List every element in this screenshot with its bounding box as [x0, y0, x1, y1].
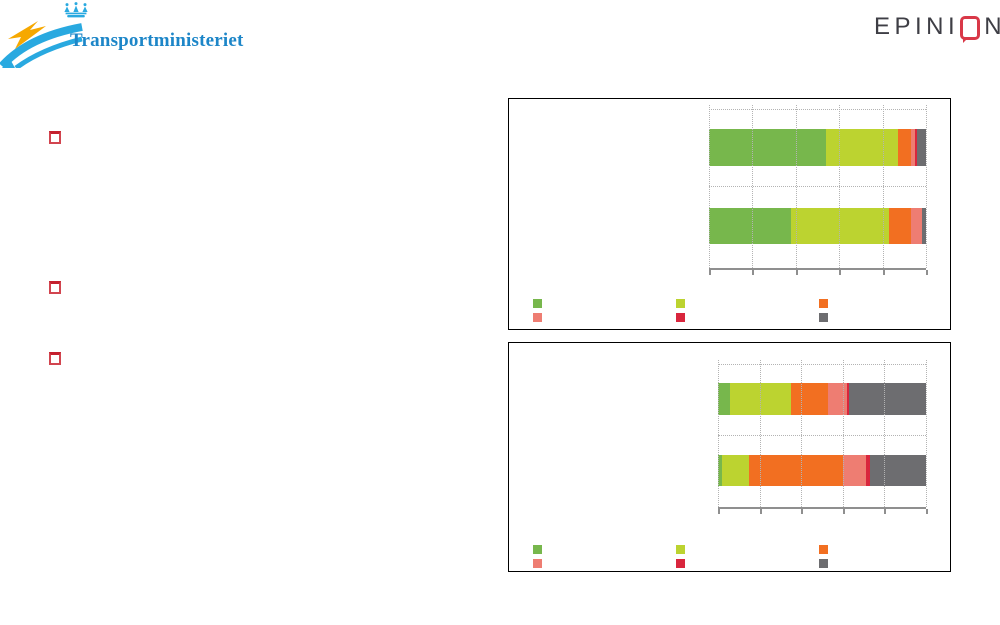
road-swoosh-icon: [0, 21, 83, 68]
bar-segment-green: [709, 208, 792, 244]
bar-segment-red: [846, 383, 850, 415]
gridline-horizontal: [709, 186, 926, 187]
gridline-horizontal: [709, 109, 926, 110]
stacked-bar: [718, 455, 926, 486]
axis-tick: [926, 509, 928, 514]
axis-tick: [718, 509, 720, 514]
bar-segment-orange: [749, 455, 843, 486]
gridline-vertical: [752, 105, 754, 268]
axis-tick: [801, 509, 804, 514]
ministry-logo: Transportministeriet: [0, 0, 260, 70]
bar-segment-salmon: [910, 208, 922, 244]
plot-area: [718, 360, 928, 514]
gridline-vertical: [759, 360, 761, 507]
axis-tick: [884, 509, 887, 514]
bar-segment-salmon: [842, 455, 866, 486]
stacked-bar: [718, 383, 926, 415]
gridline-vertical: [926, 105, 927, 268]
legend-swatch-salmon: [533, 313, 542, 322]
epinion-logo: EPINI N: [874, 13, 1000, 43]
bar-segment-yellow-green: [791, 208, 890, 244]
legend-swatch-orange: [819, 545, 828, 554]
legend-item: [819, 541, 962, 559]
bar-segment-salmon: [910, 129, 916, 166]
axis-tick: [839, 270, 842, 275]
axis-tick: [752, 270, 755, 275]
gridline-vertical: [709, 105, 710, 268]
bar-segment-orange: [897, 129, 911, 166]
gridline-vertical: [926, 360, 927, 507]
bullet-square-2: [49, 281, 61, 294]
bar-segment-orange: [889, 208, 911, 244]
plot-area: [709, 105, 928, 275]
bar-segment-red: [915, 129, 918, 166]
epinion-bubble-o-icon: [960, 16, 981, 43]
bar-segment-dark-gray: [917, 129, 926, 166]
chart-box-1: [508, 98, 951, 330]
bar-segment-green: [718, 383, 731, 415]
legend-swatch-green: [533, 545, 542, 554]
legend-item: [819, 295, 962, 313]
gridline-horizontal: [718, 364, 926, 365]
bar-segment-salmon: [828, 383, 847, 415]
bar-segment-dark-gray: [921, 208, 926, 244]
legend-item: [676, 309, 819, 327]
bar-segment-dark-gray: [869, 455, 926, 486]
gridline-vertical: [801, 360, 803, 507]
bar-segment-yellow-green: [722, 455, 750, 486]
legend-swatch-dark-gray: [819, 559, 828, 568]
axis-tick: [842, 509, 845, 514]
legend-item: [819, 555, 962, 573]
epinion-text-left: EPINI: [874, 13, 960, 40]
legend-swatch-orange: [819, 299, 828, 308]
legend-swatch-green: [533, 299, 542, 308]
axis-tick: [759, 509, 762, 514]
axis-tick: [795, 270, 798, 275]
bullet-square-1: [49, 131, 61, 144]
crown-icon: [64, 2, 88, 18]
bar-segment-orange: [790, 383, 829, 415]
stacked-bar: [709, 208, 926, 244]
legend-swatch-dark-gray: [819, 313, 828, 322]
legend-swatch-yellow-green: [676, 545, 685, 554]
gridline-vertical: [795, 105, 797, 268]
gridline-vertical: [842, 360, 844, 507]
legend-item: [676, 295, 819, 313]
legend-item: [533, 295, 676, 313]
bar-segment-green: [709, 129, 827, 166]
legend-item: [819, 309, 962, 327]
legend-swatch-red: [676, 559, 685, 568]
bar-segment-dark-gray: [849, 383, 926, 415]
bar-segment-yellow-green: [730, 383, 791, 415]
axis-tick: [882, 270, 885, 275]
legend-item: [533, 309, 676, 327]
legend: [533, 297, 962, 325]
axis-tick: [926, 270, 928, 275]
gridline-vertical: [884, 360, 886, 507]
ministry-logo-text: Transportministeriet: [70, 30, 244, 51]
bar-segment-green: [718, 455, 723, 486]
gridline-vertical: [718, 360, 719, 507]
legend-item: [533, 541, 676, 559]
bullet-square-3: [49, 352, 61, 365]
gridline-vertical: [839, 105, 841, 268]
epinion-text-right: N: [984, 13, 1000, 40]
chart-box-2: [508, 342, 951, 572]
gridline-horizontal: [718, 435, 926, 436]
legend: [533, 543, 962, 571]
legend-item: [676, 541, 819, 559]
legend-swatch-yellow-green: [676, 299, 685, 308]
stacked-bar: [709, 129, 926, 166]
bar-segment-yellow-green: [826, 129, 898, 166]
legend-swatch-salmon: [533, 559, 542, 568]
bar-segment-red: [865, 455, 870, 486]
legend-item: [533, 555, 676, 573]
axis-tick: [709, 270, 711, 275]
gridline-vertical: [882, 105, 884, 268]
legend-item: [676, 555, 819, 573]
legend-swatch-red: [676, 313, 685, 322]
